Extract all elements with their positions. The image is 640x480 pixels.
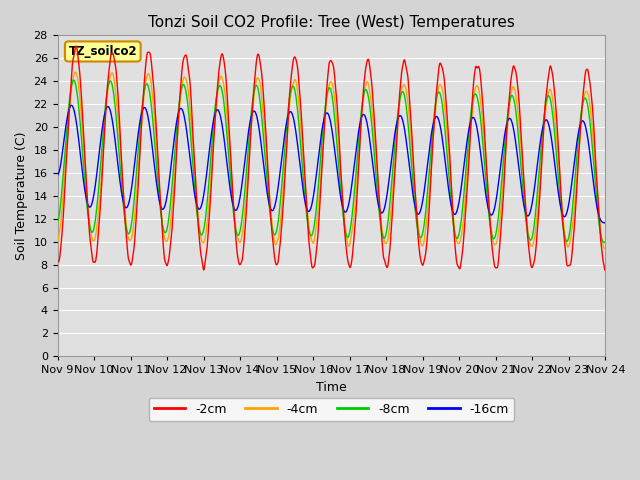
- Title: Tonzi Soil CO2 Profile: Tree (West) Temperatures: Tonzi Soil CO2 Profile: Tree (West) Temp…: [148, 15, 515, 30]
- Legend: -2cm, -4cm, -8cm, -16cm: -2cm, -4cm, -8cm, -16cm: [148, 398, 514, 420]
- X-axis label: Time: Time: [316, 381, 347, 394]
- Text: TZ_soilco2: TZ_soilco2: [68, 45, 137, 58]
- Y-axis label: Soil Temperature (C): Soil Temperature (C): [15, 132, 28, 260]
